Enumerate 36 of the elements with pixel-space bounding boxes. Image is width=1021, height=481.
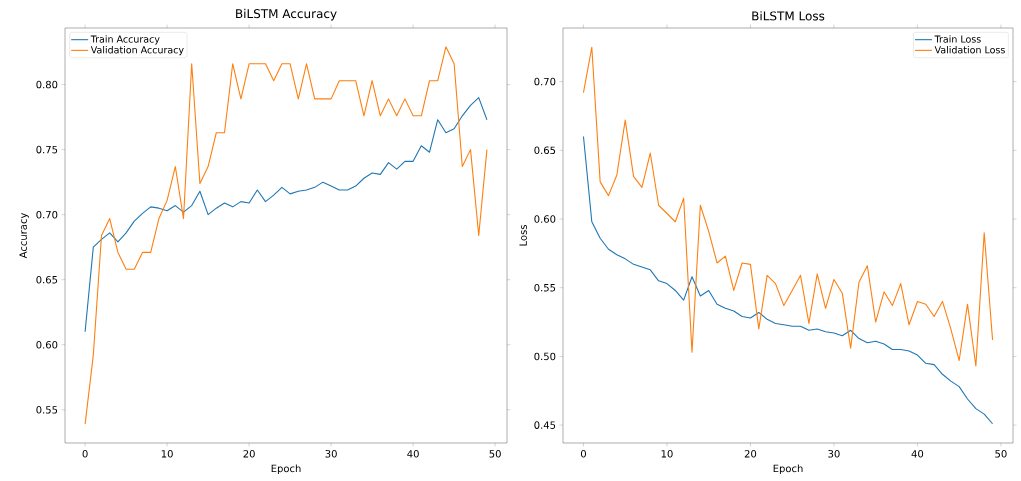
y-tick-label: 0.80 [36, 80, 58, 89]
legend-label: Train Accuracy [90, 35, 160, 45]
y-tick-label: 0.45 [534, 421, 556, 429]
x-tick-label: 0 [580, 450, 586, 458]
y-tick-label: 0.70 [534, 77, 556, 86]
x-tick-label: 30 [325, 450, 337, 458]
legend-label: Validation Accuracy [90, 46, 184, 56]
x-tick-label: 10 [661, 450, 673, 458]
y-tick-label: 0.50 [534, 352, 556, 361]
y-tick-label: 0.55 [534, 283, 556, 292]
y-tick-label: 0.60 [534, 215, 556, 223]
chart-title: BiLSTM Loss [752, 11, 825, 21]
x-tick-label: 40 [911, 450, 924, 458]
y-axis-title: Loss [519, 225, 527, 246]
legend-label: Validation Loss [934, 46, 1005, 54]
chart-title: BiLSTM Accuracy [236, 8, 337, 21]
y-tick-label: 0.75 [36, 145, 58, 154]
line-series [84, 97, 488, 333]
y-axis-title: Accuracy [19, 212, 29, 259]
x-tick-label: 0 [82, 450, 88, 458]
y-tick-label: 0.55 [36, 406, 58, 414]
x-tick-label: 40 [407, 450, 419, 458]
x-tick-label: 50 [489, 450, 501, 458]
y-tick-label: 0.70 [36, 210, 58, 219]
x-tick-label: 20 [744, 450, 757, 458]
x-tick-label: 50 [995, 450, 1007, 458]
y-tick-label: 0.65 [36, 275, 58, 284]
x-tick-label: 10 [161, 450, 173, 458]
y-tick-label: 0.60 [36, 340, 58, 349]
y-tick-label: 0.65 [534, 146, 556, 155]
x-axis-title: Epoch [271, 464, 301, 475]
x-axis-title: Epoch [773, 464, 803, 475]
x-tick-label: 30 [828, 450, 840, 458]
x-tick-label: 20 [243, 450, 255, 458]
line-series [582, 136, 994, 425]
legend-label: Train Loss [934, 35, 981, 43]
